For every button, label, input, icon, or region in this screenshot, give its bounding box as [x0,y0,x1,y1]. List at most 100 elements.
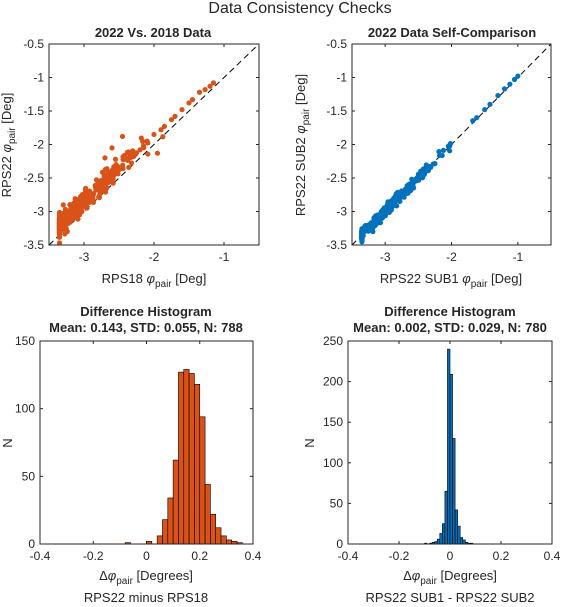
scatter-point [102,155,108,161]
scatter-point [96,194,102,200]
y-axis: 0 50 100 150 200 250 [323,334,552,551]
plot-box [39,340,254,545]
scatter-point [58,227,64,233]
histogram-bar [457,525,461,545]
scatter-point [137,147,143,153]
x-tick-label: -3 [380,250,391,264]
panel-title-line1: Difference Histogram [384,304,515,319]
scatter-point [395,189,401,195]
plot-box [347,340,553,545]
y-tick-label: -3 [33,205,44,219]
histogram-bar [167,497,174,545]
x-axis-label: RPS18 φpair [Deg] [102,271,207,290]
scatter-point [440,147,447,153]
plot-box [351,43,552,246]
scatter-point [408,181,414,187]
scatter-point [140,143,147,149]
y-tick-label: 50 [330,496,344,510]
scatter-point [74,200,80,207]
histogram-bar [156,535,163,545]
scatter-point [119,133,126,140]
scatter-point [126,164,132,171]
scatter-point [168,117,175,123]
y-tick-label: 200 [323,375,343,389]
y-tick-label: -2.5 [23,171,44,185]
x-tick-label: -2 [149,250,160,264]
y-axis-label: N [0,438,15,447]
scatter-point [388,202,394,209]
scatter-point [495,92,501,99]
scatter-point [515,73,521,79]
scatter-point [158,127,164,133]
y-tick-label: -3.5 [326,238,347,252]
x-tick-label: -0.2 [389,549,410,563]
scatter-point [419,172,425,178]
x-tick-label: 0.2 [493,549,510,563]
y-tick-label: -1 [336,71,347,85]
scatter-point [84,205,90,211]
scatter-point [403,186,409,193]
y-tick-label: 100 [323,456,343,470]
x-axis: -3 -2 -1 [380,44,523,264]
x-axis-sublabel: RPS22 minus RPS18 [84,590,208,605]
scatter-point [388,198,395,204]
scatter-point [109,171,116,177]
histogram-bar [459,537,464,545]
panel-title: 2022 Data Self-Comparison [368,25,536,40]
scatter-point [408,187,414,194]
scatter-point [210,80,217,86]
scatter-point [470,118,476,124]
scatter-point [120,162,126,168]
histogram-bar [210,513,217,545]
y-axis-label: N [302,438,317,447]
scatter-point [138,135,144,141]
x-tick-label: -0.4 [30,549,51,563]
y-tick-label: -1 [33,71,44,85]
scatter-point [428,164,434,170]
scatter-point [151,131,157,138]
scatter-point [128,160,135,166]
x-tick-label: 0.2 [191,549,208,563]
scatter-point [370,222,376,228]
scatter-point [67,212,73,218]
x-tick-label: -0.2 [83,549,104,563]
histogram-bar [454,509,458,545]
scatter-point [111,164,117,170]
panel-title-line2: Mean: 0.143, STD: 0.055, N: 788 [49,320,243,335]
histogram-bar [436,538,441,545]
scatter-point [82,187,89,194]
scatter-point [106,176,112,183]
y-tick-label: -0.5 [326,37,347,51]
histogram-bar [204,484,211,545]
scatter-point [160,134,166,140]
scatter-point [93,177,100,183]
y-tick-label: -0.5 [23,37,44,51]
scatter-2022-self-panel: 2022 Data Self-Comparison -3 -2 -1 -3.5 -3 -… [293,25,552,290]
scatter-point [361,229,367,235]
scatter-point [144,138,150,144]
histogram-bars [424,348,474,545]
scatter-point [382,206,389,212]
panel-title: 2022 Vs. 2018 Data [95,25,212,40]
x-tick-label: -2 [446,250,457,264]
y-tick-label: -2 [336,138,347,152]
histogram-bar [194,384,201,545]
y-tick-label: 150 [15,334,35,348]
histogram-bar [215,527,222,545]
y-tick-label: 250 [323,334,343,348]
scatter-point [63,215,70,221]
scatter-point [202,86,208,93]
scatter-point [436,148,442,155]
identity-reference-line [48,43,260,246]
scatter-point [60,202,66,208]
y-tick-label: -1.5 [23,104,44,118]
panel-title-line1: Difference Histogram [80,304,211,319]
figure-title: Data Consistency Checks [208,0,391,17]
histogram-bars [124,369,243,545]
x-tick-label: -1 [512,250,523,264]
scatter-point [446,143,452,149]
histogram-bar [452,438,456,545]
y-tick-label: 50 [22,469,36,483]
scatter-point [436,152,443,159]
x-axis-label: RPS22 SUB1 φpair [Deg] [380,271,522,290]
